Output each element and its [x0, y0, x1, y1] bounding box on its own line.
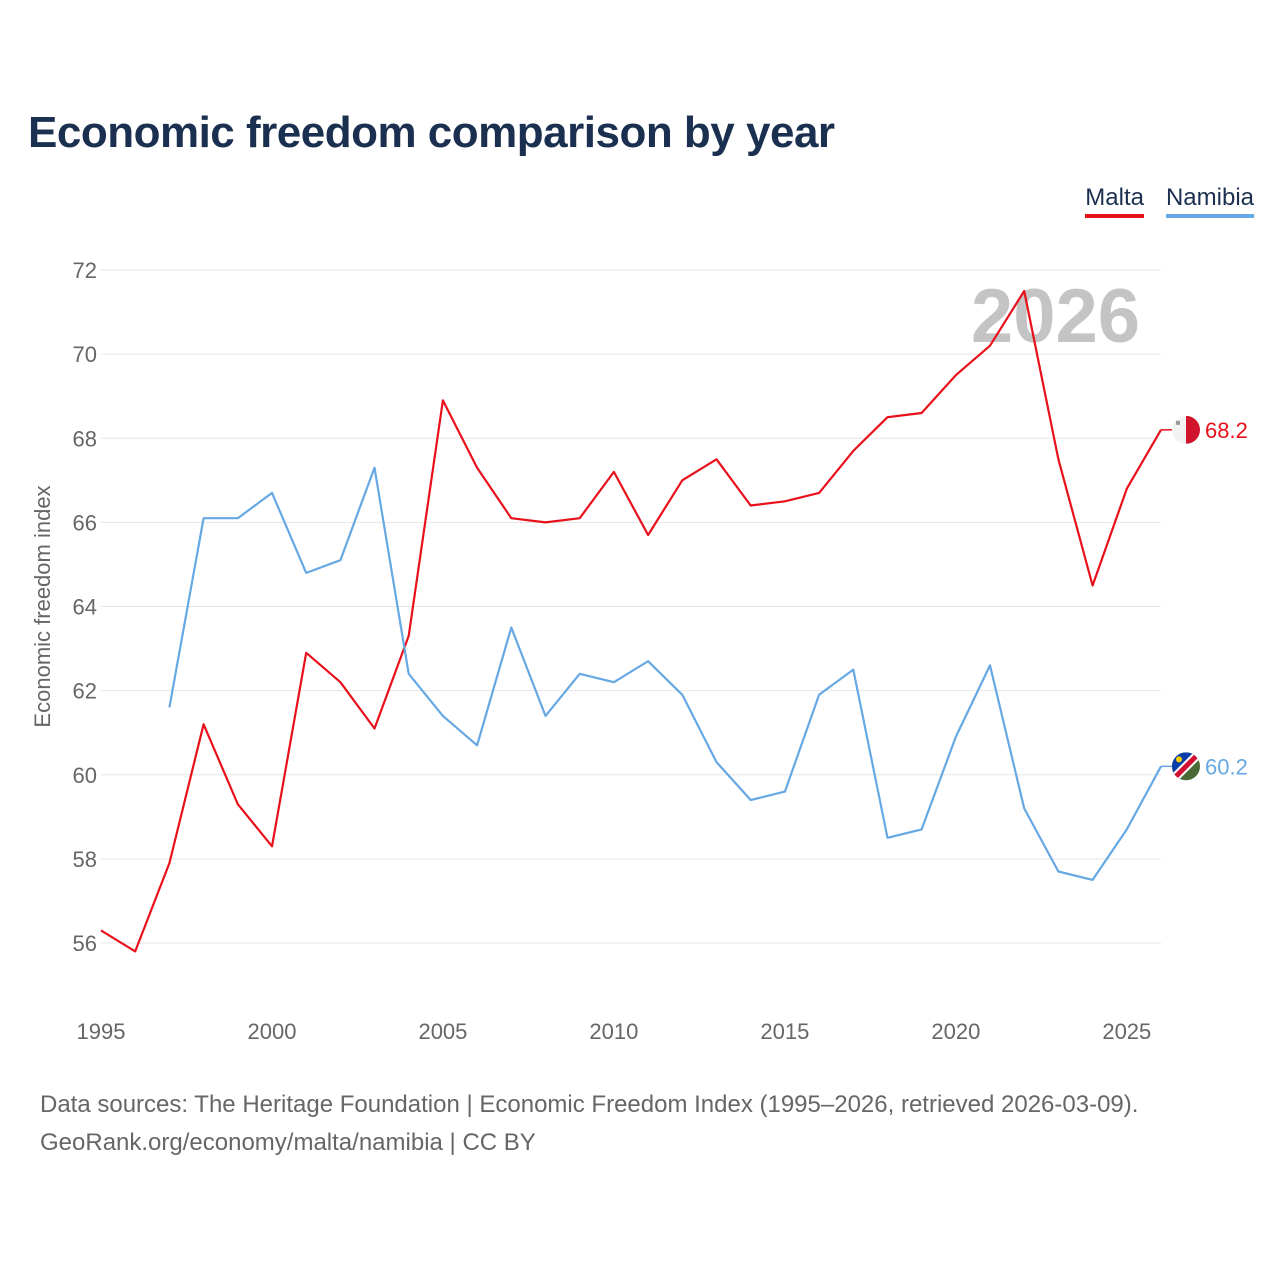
series-line-malta[interactable]: [100, 289, 1162, 953]
series-lines: [100, 289, 1162, 953]
end-labels: 68.2 60.2: [1161, 415, 1248, 781]
y-tick-label: 68: [73, 426, 97, 451]
x-tick-label: 1995: [77, 1019, 126, 1044]
series-line-namibia[interactable]: [168, 466, 1162, 881]
y-tick-label: 64: [73, 595, 97, 620]
year-watermark: 2026: [971, 274, 1140, 359]
y-tick-label: 58: [73, 847, 97, 872]
y-tick-label: 60: [73, 763, 97, 788]
legend-item-namibia[interactable]: Namibia: [1165, 184, 1254, 218]
legend-item-malta[interactable]: Malta: [1085, 184, 1144, 218]
x-tick-label: 2020: [931, 1019, 980, 1044]
axes: 56 58 60 62 64 66 68 70 72 1995 2000 2005 2010 2015 20…: [30, 258, 1151, 1044]
x-tick-label: 2010: [589, 1019, 638, 1044]
x-tick-label: 2025: [1102, 1019, 1151, 1044]
footer-source: Data sources: The Heritage Foundation | …: [40, 1091, 1139, 1118]
chart-title: Economic freedom comparison by year: [28, 108, 835, 157]
end-value-label-namibia: 60.2: [1205, 754, 1248, 779]
end-value-label-malta: 68.2: [1205, 418, 1248, 443]
x-tick-label: 2005: [418, 1019, 467, 1044]
y-tick-label: 66: [73, 510, 97, 535]
y-tick-label: 72: [73, 258, 97, 283]
legend: Malta Namibia: [1085, 184, 1254, 218]
y-axis-title: Economic freedom index: [30, 485, 55, 727]
x-tick-label: 2015: [760, 1019, 809, 1044]
gridlines: [101, 269, 1161, 944]
y-tick-label: 62: [73, 679, 97, 704]
namibia-flag-icon: [1172, 752, 1200, 781]
x-tick-label: 2000: [247, 1019, 296, 1044]
y-tick-label: 70: [73, 342, 97, 367]
y-tick-label: 56: [73, 931, 97, 956]
footer-link[interactable]: GeoRank.org/economy/malta/namibia | CC B…: [40, 1129, 536, 1156]
footer: Data sources: The Heritage Foundation | …: [40, 1086, 1138, 1162]
malta-flag-icon: [1172, 415, 1200, 444]
